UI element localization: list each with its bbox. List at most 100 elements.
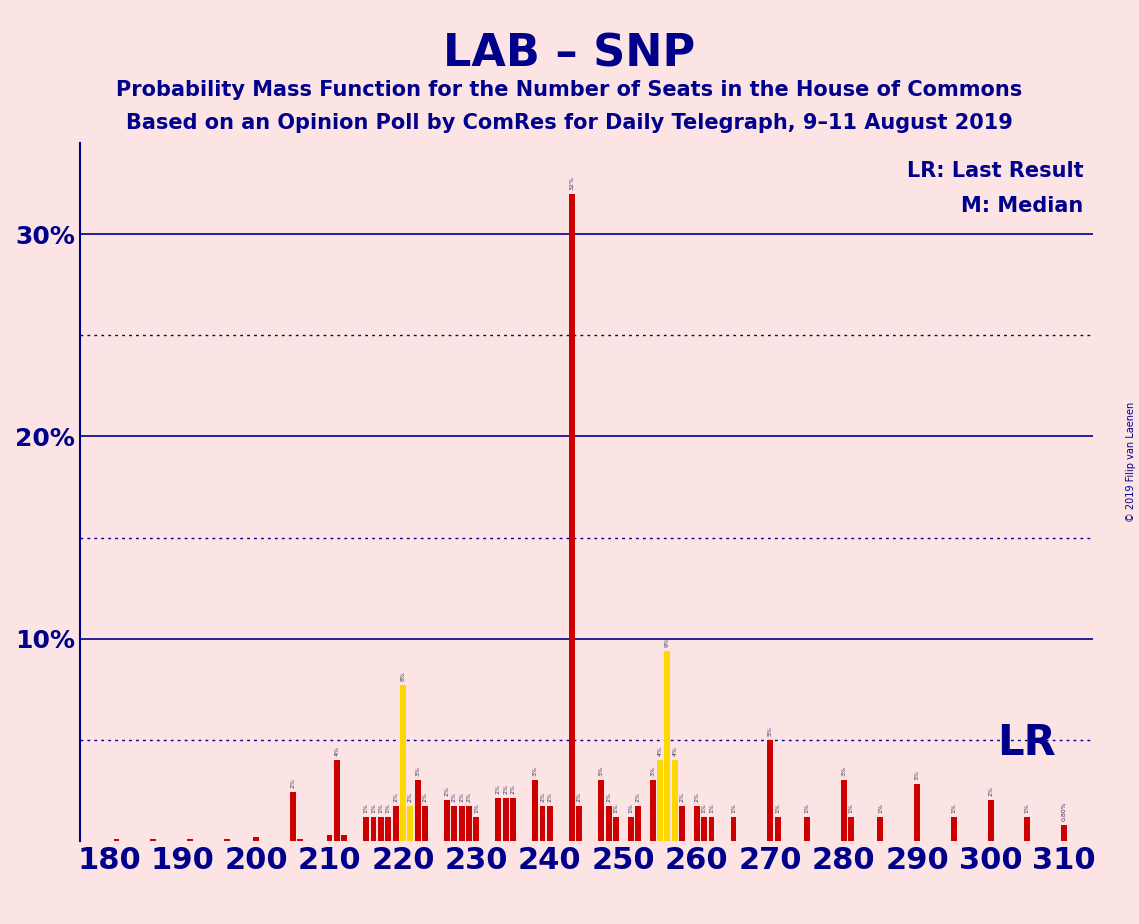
- Bar: [672, 760, 678, 841]
- Bar: [841, 780, 846, 841]
- Bar: [598, 780, 604, 841]
- Bar: [576, 807, 582, 841]
- Bar: [370, 817, 377, 841]
- Bar: [444, 800, 450, 841]
- Bar: [223, 839, 230, 841]
- Text: 0.80%: 0.80%: [1062, 801, 1066, 821]
- Bar: [187, 839, 192, 841]
- Text: 2%: 2%: [452, 793, 457, 802]
- Bar: [1062, 824, 1067, 841]
- Bar: [694, 807, 699, 841]
- Bar: [679, 807, 685, 841]
- Text: 3%: 3%: [915, 771, 919, 780]
- Bar: [636, 807, 641, 841]
- Bar: [342, 834, 347, 841]
- Text: 1%: 1%: [1025, 803, 1030, 812]
- Bar: [613, 817, 618, 841]
- Text: 3%: 3%: [415, 766, 420, 776]
- Bar: [1024, 817, 1031, 841]
- Bar: [378, 817, 384, 841]
- Text: 1%: 1%: [378, 803, 384, 812]
- Bar: [532, 780, 538, 841]
- Bar: [363, 817, 369, 841]
- Text: 1%: 1%: [363, 803, 369, 812]
- Text: LR: Last Result: LR: Last Result: [907, 161, 1083, 181]
- Bar: [951, 817, 957, 841]
- Bar: [408, 807, 413, 841]
- Text: 4%: 4%: [672, 746, 678, 756]
- Text: 1%: 1%: [708, 803, 714, 812]
- Text: © 2019 Filip van Laenen: © 2019 Filip van Laenen: [1126, 402, 1136, 522]
- Bar: [915, 784, 920, 841]
- Text: 2%: 2%: [636, 793, 640, 802]
- Bar: [628, 817, 633, 841]
- Text: 2%: 2%: [459, 793, 465, 802]
- Text: 5%: 5%: [768, 726, 772, 736]
- Text: 2%: 2%: [444, 786, 450, 796]
- Text: 2%: 2%: [467, 793, 472, 802]
- Text: 1%: 1%: [878, 803, 883, 812]
- Bar: [466, 807, 472, 841]
- Text: 2%: 2%: [503, 784, 508, 795]
- Bar: [708, 817, 714, 841]
- Bar: [114, 839, 120, 841]
- Text: 2%: 2%: [540, 793, 544, 802]
- Bar: [547, 807, 552, 841]
- Text: 2%: 2%: [290, 778, 295, 788]
- Text: 4%: 4%: [657, 746, 663, 756]
- Text: 1%: 1%: [629, 803, 633, 812]
- Text: 2%: 2%: [393, 793, 399, 802]
- Text: 1%: 1%: [614, 803, 618, 812]
- Bar: [570, 194, 575, 841]
- Bar: [540, 807, 546, 841]
- Text: 1%: 1%: [849, 803, 853, 812]
- Text: 2%: 2%: [548, 793, 552, 802]
- Text: 1%: 1%: [731, 803, 736, 812]
- Text: 2%: 2%: [606, 793, 612, 802]
- Text: M: Median: M: Median: [961, 196, 1083, 215]
- Bar: [253, 837, 259, 841]
- Bar: [702, 817, 707, 841]
- Bar: [502, 798, 509, 841]
- Text: 2%: 2%: [408, 793, 412, 802]
- Bar: [327, 834, 333, 841]
- Text: 4%: 4%: [335, 746, 339, 756]
- Bar: [385, 817, 391, 841]
- Bar: [664, 650, 671, 841]
- Bar: [804, 817, 810, 841]
- Text: 9%: 9%: [665, 637, 670, 647]
- Text: 1%: 1%: [804, 803, 810, 812]
- Bar: [606, 807, 612, 841]
- Text: 8%: 8%: [401, 671, 405, 681]
- Bar: [297, 839, 303, 841]
- Text: 2%: 2%: [989, 786, 993, 796]
- Bar: [415, 780, 420, 841]
- Bar: [451, 807, 457, 841]
- Text: Based on an Opinion Poll by ComRes for Daily Telegraph, 9–11 August 2019: Based on an Opinion Poll by ComRes for D…: [126, 113, 1013, 133]
- Text: 3%: 3%: [842, 766, 846, 776]
- Text: 3%: 3%: [533, 766, 538, 776]
- Text: Probability Mass Function for the Number of Seats in the House of Commons: Probability Mass Function for the Number…: [116, 80, 1023, 101]
- Bar: [730, 817, 737, 841]
- Text: 2%: 2%: [510, 784, 516, 795]
- Text: 2%: 2%: [576, 793, 582, 802]
- Bar: [423, 807, 428, 841]
- Bar: [459, 807, 465, 841]
- Bar: [657, 760, 663, 841]
- Text: 2%: 2%: [680, 793, 685, 802]
- Text: 3%: 3%: [599, 766, 604, 776]
- Text: 32%: 32%: [570, 176, 574, 189]
- Bar: [334, 760, 339, 841]
- Bar: [877, 817, 884, 841]
- Bar: [849, 817, 854, 841]
- Text: 3%: 3%: [650, 766, 655, 776]
- Text: 1%: 1%: [371, 803, 376, 812]
- Bar: [768, 740, 773, 841]
- Bar: [775, 817, 780, 841]
- Bar: [393, 807, 399, 841]
- Text: 2%: 2%: [423, 793, 427, 802]
- Text: 1%: 1%: [702, 803, 706, 812]
- Text: 1%: 1%: [386, 803, 391, 812]
- Bar: [649, 780, 656, 841]
- Text: LR: LR: [997, 723, 1056, 764]
